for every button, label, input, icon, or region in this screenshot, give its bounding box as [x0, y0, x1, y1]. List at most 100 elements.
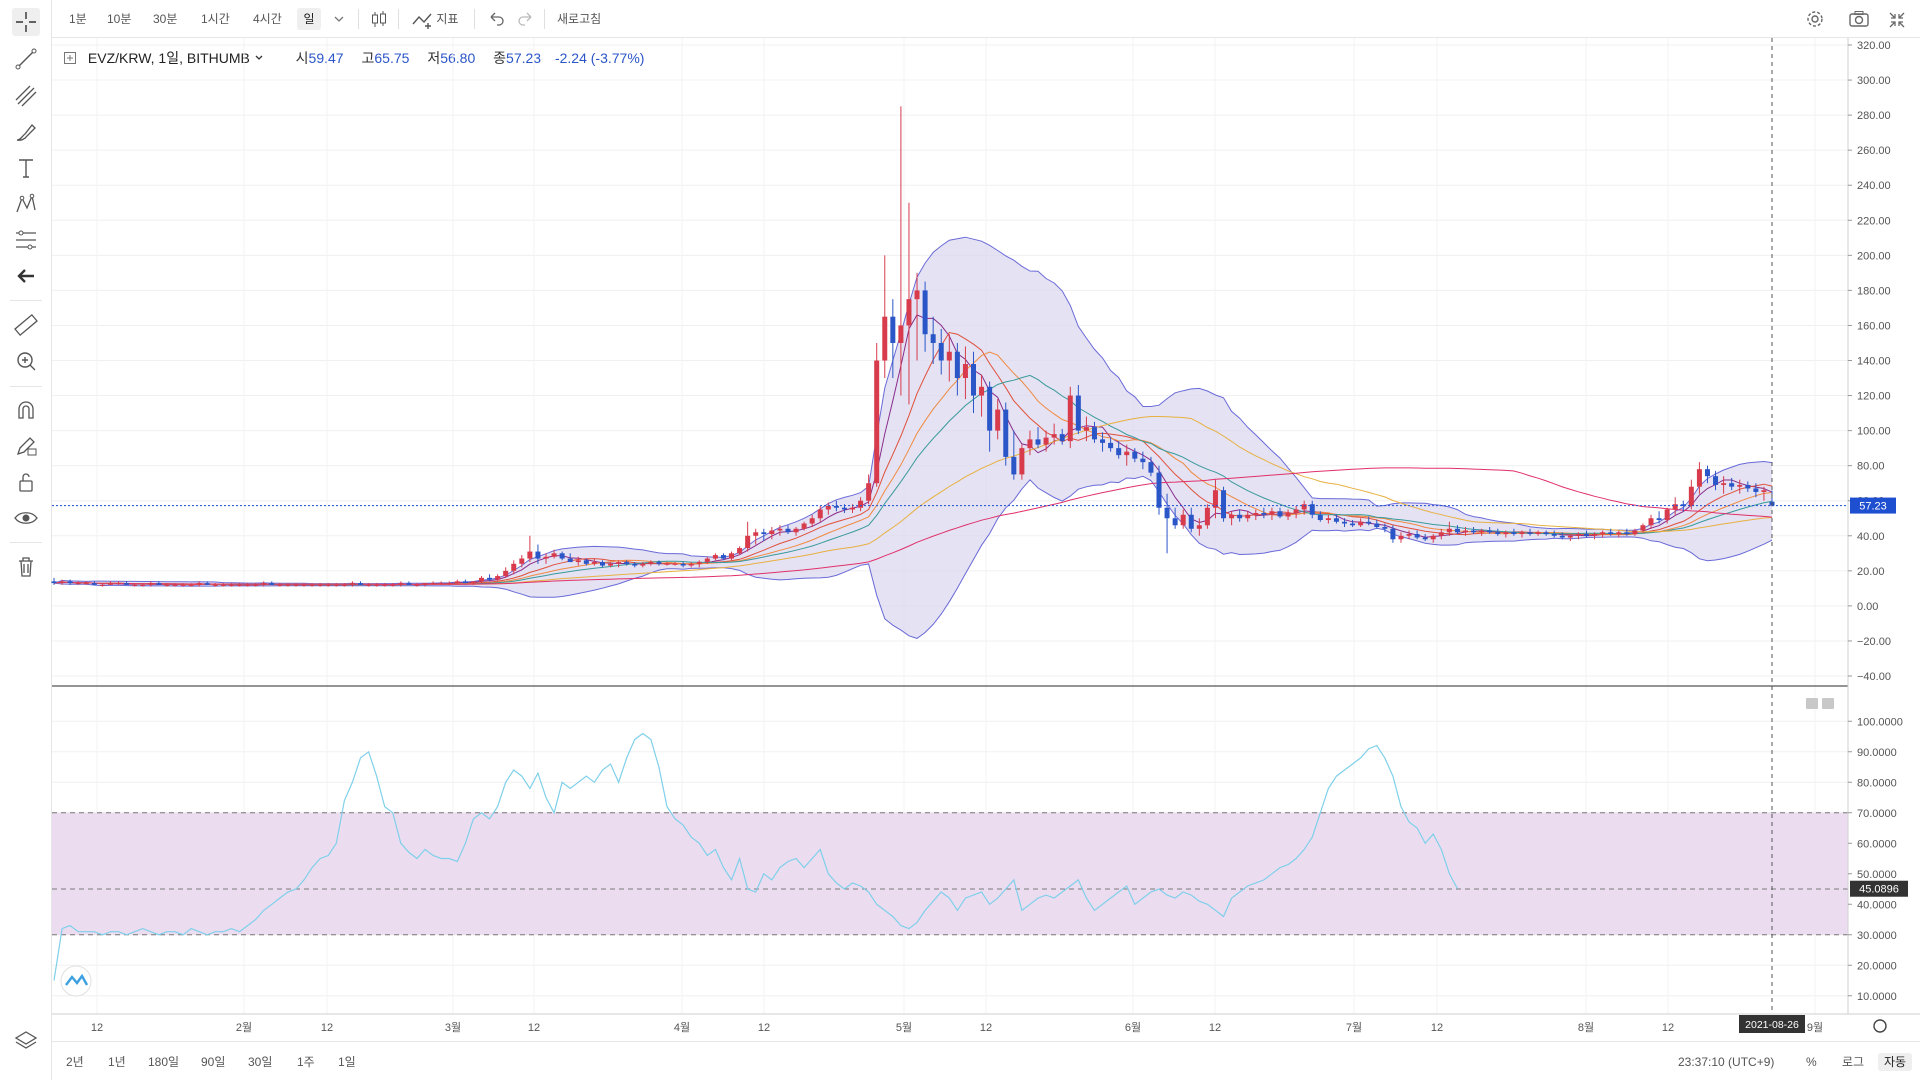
candle-body: [1374, 523, 1380, 528]
chart-canvas[interactable]: 320.00 300.00 280.00 260.00 240.00 220.00 200.…: [0, 0, 1920, 1041]
candle-body: [1583, 534, 1589, 536]
indicator-button[interactable]: 지표: [406, 8, 463, 30]
percent-scale-button[interactable]: %: [1806, 1055, 1817, 1069]
range-1w-button[interactable]: 1주: [297, 1055, 315, 1069]
interval-1h-button[interactable]: 1시간: [201, 12, 230, 26]
candle-body: [761, 532, 767, 535]
candle-body: [51, 581, 57, 584]
interval-4h-button[interactable]: 4시간: [253, 12, 282, 26]
candle-body: [1422, 537, 1428, 540]
interval-10m-button[interactable]: 10분: [107, 12, 132, 26]
fullscreen-collapse-icon[interactable]: [1883, 8, 1911, 30]
range-1y-button[interactable]: 1년: [108, 1055, 126, 1069]
candle-body: [1737, 484, 1743, 487]
candle-body: [608, 563, 614, 566]
zoom-in-icon[interactable]: [12, 347, 40, 375]
candle-body: [575, 560, 581, 563]
logo-mountain-icon: [65, 973, 89, 986]
price-tick-label: 160.00: [1857, 320, 1891, 332]
interval-dropdown-icon[interactable]: [328, 8, 350, 30]
candle-body: [858, 500, 864, 508]
refresh-button[interactable]: 새로고침: [557, 12, 602, 26]
candle-body: [720, 555, 726, 559]
price-tick-label: 80.00: [1857, 461, 1885, 473]
toolbar-divider: [10, 386, 42, 387]
candle-body: [1027, 439, 1033, 449]
time-tick-label: 12: [980, 1022, 992, 1034]
candle-body: [1713, 476, 1719, 485]
range-1d-button[interactable]: 1일: [338, 1055, 356, 1069]
candle-body: [599, 562, 605, 566]
candle-body: [124, 583, 130, 585]
candle-body: [1140, 458, 1146, 463]
magnet-icon[interactable]: [12, 396, 40, 424]
time-tick-label: 5월: [896, 1021, 912, 1034]
symbol-dropdown-icon[interactable]: [254, 53, 264, 63]
unlock-icon[interactable]: [12, 468, 40, 496]
crosshair-icon[interactable]: [12, 8, 40, 36]
candle-body: [535, 551, 541, 559]
interval-1m-button[interactable]: 1분: [69, 12, 87, 26]
symbol-label[interactable]: EVZ/KRW, 1일, BITHUMB: [87, 50, 250, 66]
candle-body: [1342, 521, 1348, 524]
time-tick-label: 4월: [674, 1021, 690, 1034]
redo-icon[interactable]: [512, 8, 540, 30]
candle-body: [559, 553, 565, 559]
parallel-channel-icon[interactable]: [12, 82, 40, 110]
ma80-line: [53, 467, 1773, 585]
interval-day-button[interactable]: 일: [297, 8, 321, 30]
candle-body: [809, 518, 815, 524]
candle-body: [970, 364, 976, 396]
rsi-tick-label: 30.0000: [1857, 930, 1897, 942]
back-arrow-icon[interactable]: [12, 262, 40, 290]
candle-body: [75, 583, 81, 585]
expand-plus-icon[interactable]: [64, 52, 76, 64]
pane-minimize-icon: [1822, 698, 1834, 709]
candle-body: [357, 583, 363, 585]
candle-body: [1366, 521, 1372, 524]
candle-body: [309, 584, 315, 586]
trend-line-icon[interactable]: [12, 45, 40, 73]
settings-gear-icon[interactable]: [1799, 8, 1831, 30]
bollinger-bands: [53, 236, 1773, 639]
brush-icon[interactable]: [12, 118, 40, 146]
range-180d-button[interactable]: 180일: [148, 1055, 180, 1069]
range-2y-button[interactable]: 2년: [66, 1055, 84, 1069]
pattern-icon[interactable]: [12, 190, 40, 218]
candle-body: [1463, 530, 1469, 533]
camera-screenshot-icon[interactable]: [1843, 8, 1875, 30]
auto-scale-button[interactable]: 자동: [1878, 1053, 1913, 1071]
time-tick-label: 12: [1209, 1022, 1221, 1034]
time-tick-label: 6월: [1125, 1021, 1141, 1034]
candle-body: [591, 562, 597, 564]
fib-retracement-icon[interactable]: [12, 226, 40, 254]
candle-body: [841, 507, 847, 510]
range-30d-button[interactable]: 30일: [248, 1055, 273, 1069]
log-scale-button[interactable]: 로그: [1842, 1055, 1865, 1069]
eye-visibility-icon[interactable]: [12, 504, 40, 532]
candle-body: [196, 583, 202, 585]
candle-body: [1188, 514, 1194, 529]
price-tick-label: −40.00: [1857, 671, 1891, 683]
candle-body: [938, 342, 944, 361]
chart-type-candle-icon[interactable]: [364, 8, 394, 30]
time-tick-label: 7월: [1346, 1021, 1362, 1034]
trash-icon[interactable]: [12, 553, 40, 581]
crosshair-date-badge: [1739, 1015, 1805, 1033]
lock-drawings-pencil-icon[interactable]: [12, 432, 40, 460]
candle-body: [91, 583, 97, 585]
range-90d-button[interactable]: 90일: [201, 1055, 226, 1069]
open-label: 시: [295, 50, 309, 66]
text-tool-icon[interactable]: [12, 154, 40, 182]
candle-body: [1688, 486, 1694, 506]
rsi-tick-label: 90.0000: [1857, 747, 1897, 759]
interval-30m-button[interactable]: 30분: [153, 12, 178, 26]
ruler-icon[interactable]: [12, 311, 40, 339]
candle-body: [503, 570, 509, 577]
candle-body: [680, 563, 686, 566]
candle-body: [1406, 534, 1412, 536]
undo-icon[interactable]: [482, 8, 510, 30]
candle-body: [1067, 395, 1073, 442]
layers-icon[interactable]: [12, 1027, 40, 1055]
price-tick-label: 280.00: [1857, 110, 1891, 122]
